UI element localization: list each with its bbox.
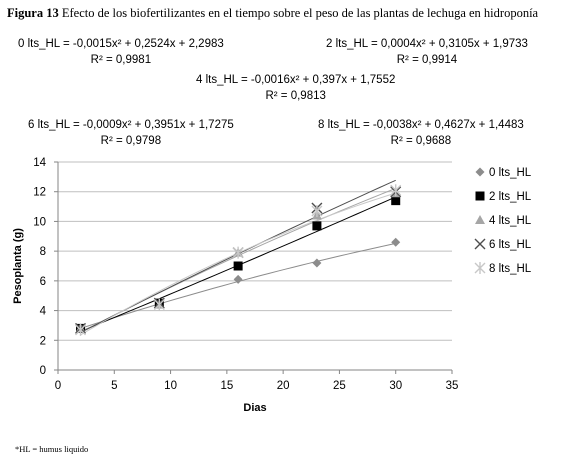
point-0-lts-hl bbox=[391, 237, 401, 247]
x-tick-label: 20 bbox=[277, 380, 290, 392]
y-tick-label: 0 bbox=[40, 365, 46, 377]
legend-marker-0-lts-hl bbox=[475, 167, 485, 177]
point-8-lts-hl bbox=[153, 298, 165, 311]
footnote: *HL = humus liquido bbox=[15, 444, 89, 454]
equation-6lts-formula: 6 lts_HL = -0,0009x² + 0,3951x + 1,7275 bbox=[28, 119, 234, 131]
equation-4lts-r2: R² = 0,9813 bbox=[265, 90, 326, 102]
legend-marker-2-lts-hl bbox=[475, 191, 485, 201]
y-tick-label: 6 bbox=[40, 276, 46, 288]
equation-2lts: 2 lts_HL = 0,0004x² + 0,3105x + 1,9733 R… bbox=[326, 36, 528, 68]
point-2-lts-hl bbox=[312, 221, 322, 231]
y-tick-label: 8 bbox=[40, 246, 46, 258]
x-tick-label: 10 bbox=[164, 380, 177, 392]
y-tick-label: 2 bbox=[40, 335, 46, 347]
figure-title: Efecto de los biofertilizantes en el tie… bbox=[58, 6, 539, 20]
legend-label-6-lts-hl: 6 lts_HL bbox=[489, 239, 532, 251]
point-0-lts-hl bbox=[233, 274, 243, 284]
equation-2lts-formula: 2 lts_HL = 0,0004x² + 0,3105x + 1,9733 bbox=[326, 38, 528, 50]
scatter-chart: 0 2 4 6 8 10 12 14 0 5 10 15 20 25 30 35 Dias Pesoplant… bbox=[12, 157, 532, 414]
y-tick-label: 4 bbox=[40, 306, 47, 318]
point-8-lts-hl bbox=[390, 184, 402, 197]
legend-label-4-lts-hl: 4 lts_HL bbox=[489, 215, 532, 227]
point-2-lts-hl bbox=[391, 196, 401, 206]
equation-6lts-r2: R² = 0,9798 bbox=[100, 135, 162, 147]
x-tick-label: 35 bbox=[446, 380, 459, 392]
legend-marker-6-lts-hl bbox=[474, 238, 486, 250]
x-tick-label: 0 bbox=[55, 380, 61, 392]
equation-8lts-formula: 8 lts_HL = -0,0038x² + 0,4627x + 1,4483 bbox=[318, 119, 524, 131]
legend-label-8-lts-hl: 8 lts_HL bbox=[489, 263, 532, 275]
equation-4lts: 4 lts_HL = -0,0016x² + 0,397x + 1,7552 R… bbox=[196, 72, 395, 104]
equation-0lts-r2: R² = 0,9981 bbox=[90, 54, 152, 66]
legend-label-2-lts-hl: 2 lts_HL bbox=[489, 191, 532, 203]
equation-8lts-r2: R² = 0,9688 bbox=[390, 135, 452, 147]
y-tick-label: 12 bbox=[33, 187, 46, 199]
equation-0lts-formula: 0 lts_HL = -0,0015x² + 0,2524x + 2,2983 bbox=[18, 38, 224, 50]
equation-4lts-formula: 4 lts_HL = -0,0016x² + 0,397x + 1,7552 bbox=[196, 74, 396, 86]
legend: 0 lts_HL 2 lts_HL 4 lts_HL 6 lts_HL 8 lts_HL bbox=[474, 167, 532, 275]
axes bbox=[54, 161, 453, 374]
x-tick-label: 5 bbox=[111, 380, 117, 392]
x-tick-label: 15 bbox=[220, 380, 233, 392]
x-axis-label: Dias bbox=[243, 402, 266, 414]
equation-0lts: 0 lts_HL = -0,0015x² + 0,2524x + 2,2983 … bbox=[18, 36, 224, 68]
x-tick-label: 25 bbox=[333, 380, 346, 392]
y-tick-label: 10 bbox=[33, 216, 46, 228]
equation-2lts-r2: R² = 0,9914 bbox=[396, 54, 458, 66]
figure-label: Figura 13 bbox=[7, 6, 59, 20]
point-8-lts-hl bbox=[232, 246, 244, 259]
gridlines bbox=[58, 161, 452, 341]
legend-marker-8-lts-hl bbox=[474, 262, 486, 274]
point-8-lts-hl bbox=[75, 323, 87, 336]
data-points bbox=[75, 184, 402, 336]
equation-6lts: 6 lts_HL = -0,0009x² + 0,3951x + 1,7275 … bbox=[28, 117, 234, 149]
y-tick-label: 14 bbox=[33, 157, 46, 169]
legend-label-0-lts-hl: 0 lts_HL bbox=[489, 167, 532, 179]
point-0-lts-hl bbox=[312, 258, 322, 268]
point-8-lts-hl bbox=[311, 205, 323, 218]
tick-labels: 0 2 4 6 8 10 12 14 0 5 10 15 20 25 30 35 bbox=[33, 157, 458, 392]
equation-8lts: 8 lts_HL = -0,0038x² + 0,4627x + 1,4483 … bbox=[318, 117, 524, 149]
legend-marker-4-lts-hl bbox=[475, 215, 485, 224]
point-2-lts-hl bbox=[233, 261, 243, 271]
y-axis-label: Pesoplanta (g) bbox=[12, 228, 24, 304]
x-tick-label: 30 bbox=[389, 380, 402, 392]
figure-caption: Figura 13 Efecto de los biofertilizantes… bbox=[7, 6, 538, 21]
